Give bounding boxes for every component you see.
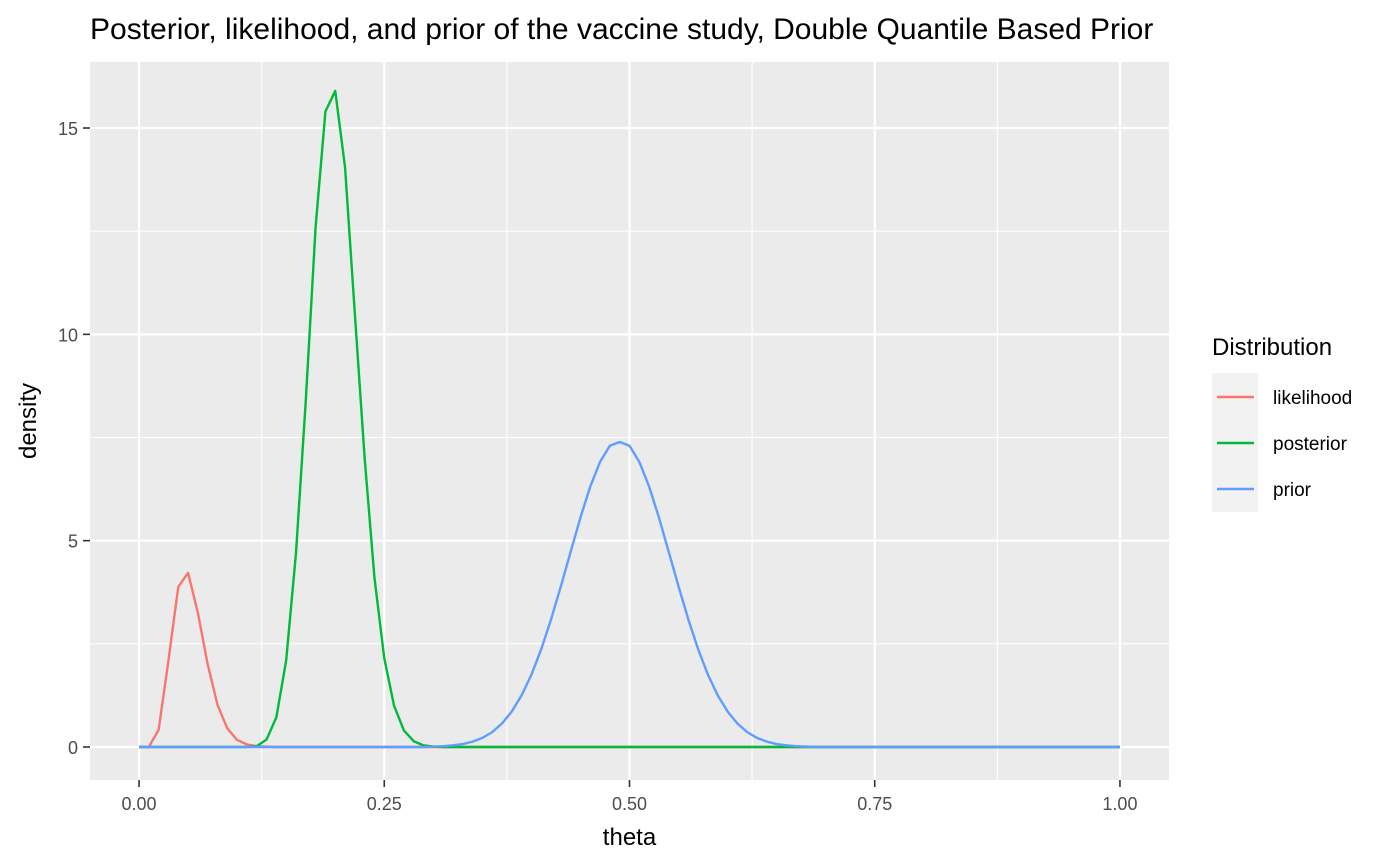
x-tick-label: 0.50 <box>612 794 647 814</box>
y-tick-label: 10 <box>58 325 78 345</box>
x-tick-label: 0.25 <box>367 794 402 814</box>
legend-title: Distribution <box>1212 334 1332 361</box>
x-axis: 0.00 0.25 0.50 0.75 1.00 <box>122 780 1137 814</box>
chart-title: Posterior, likelihood, and prior of the … <box>90 13 1153 46</box>
series-lines <box>139 89 1120 749</box>
y-axis: 0 5 10 15 <box>58 119 90 758</box>
x-tick-label: 1.00 <box>1102 794 1137 814</box>
x-tick-label: 0.00 <box>122 794 157 814</box>
y-axis-title: density <box>15 383 42 459</box>
grid-major <box>90 62 1169 780</box>
y-tick-label: 15 <box>58 119 78 139</box>
y-tick-label: 0 <box>68 738 78 758</box>
x-tick-label: 0.75 <box>857 794 892 814</box>
legend-label-posterior: posterior <box>1273 434 1348 455</box>
y-tick-label: 5 <box>68 532 78 552</box>
x-axis-title: theta <box>603 824 657 851</box>
legend: Distribution likelihood posterior prior <box>1212 334 1352 512</box>
legend-label-prior: prior <box>1273 480 1312 501</box>
series-line-prior <box>139 440 1120 749</box>
legend-label-likelihood: likelihood <box>1273 388 1352 409</box>
